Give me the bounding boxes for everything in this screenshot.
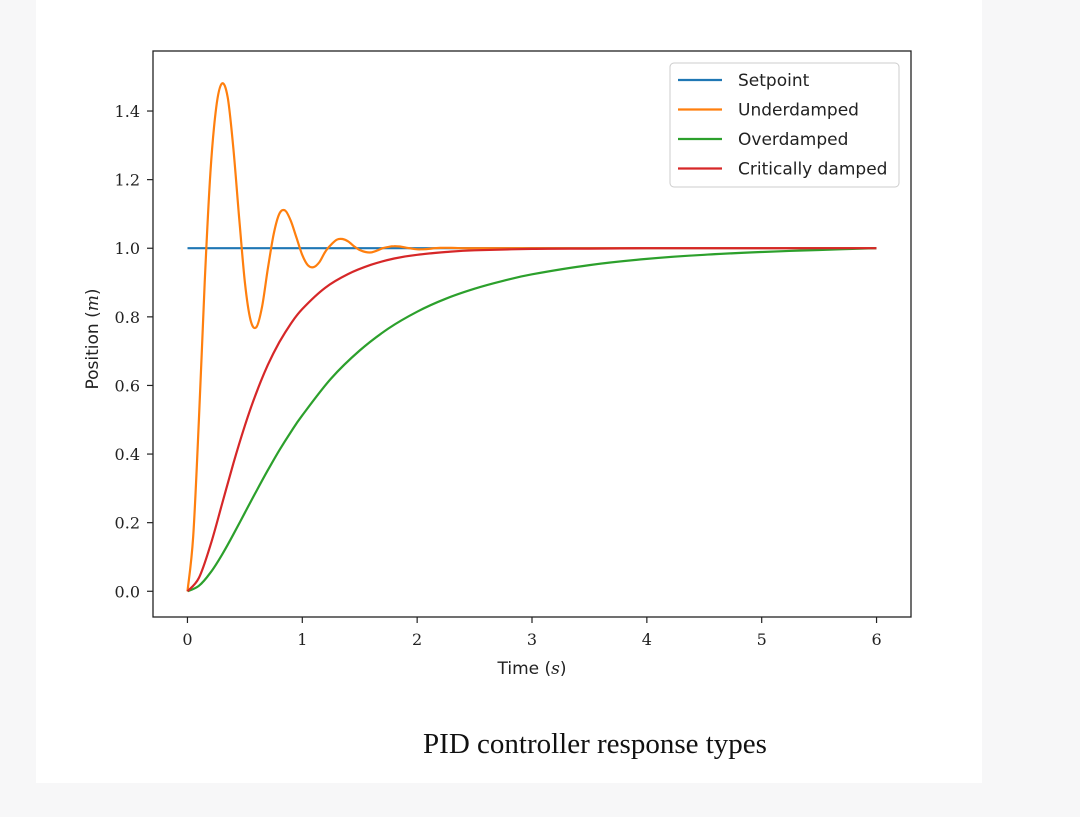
- x-tick-label: 4: [642, 630, 652, 649]
- x-axis-label: Time (s): [496, 659, 566, 679]
- y-tick-label: 1.2: [115, 171, 140, 190]
- figure-caption: PID controller response types: [423, 728, 767, 760]
- legend-label-overdamped: Overdamped: [738, 130, 848, 150]
- x-tick-label: 0: [182, 630, 192, 649]
- y-tick-label: 1.4: [115, 102, 140, 121]
- series-line-critically-damped: [186, 247, 877, 593]
- axis-ticks: 0 1 2 3 4 5 6 0.0 0.2 0.4 0.6 0.8 1.0 1.2 1.4: [115, 102, 882, 649]
- series-line-overdamped: [187, 247, 877, 593]
- series-line-underdamped: [186, 82, 877, 592]
- legend: Setpoint Underdamped Overdamped Critically …: [669, 62, 900, 188]
- legend-box: [669, 62, 900, 188]
- legend-label-underdamped: Underdamped: [738, 101, 859, 121]
- x-tick-label: 3: [527, 630, 537, 649]
- y-tick-label: 0.0: [115, 582, 140, 601]
- legend-label-setpoint: Setpoint: [738, 71, 810, 91]
- x-tick-label: 2: [412, 630, 422, 649]
- plot-frame: [152, 50, 912, 618]
- y-tick-label: 0.2: [115, 514, 140, 533]
- y-axis-label: Position (m): [83, 289, 103, 390]
- y-tick-label: 1.0: [115, 239, 140, 258]
- series-lines: [186, 82, 877, 593]
- x-tick-label: 6: [871, 630, 881, 649]
- y-tick-label: 0.4: [115, 445, 140, 464]
- y-tick-label: 0.6: [115, 376, 140, 395]
- y-tick-label: 0.8: [115, 308, 140, 327]
- x-tick-label: 1: [297, 630, 307, 649]
- legend-label-critically-damped: Critically damped: [738, 160, 887, 180]
- x-tick-label: 5: [757, 630, 767, 649]
